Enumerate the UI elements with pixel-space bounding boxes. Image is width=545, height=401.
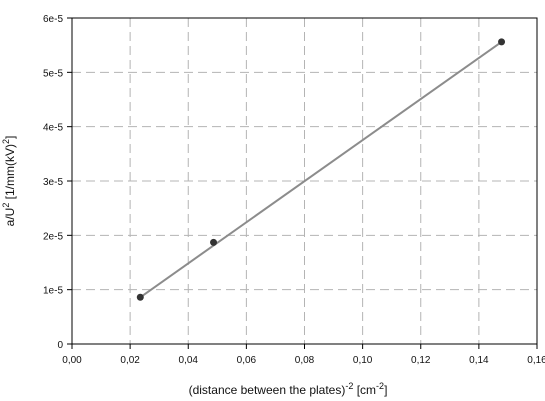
x-tick-label: 0,12: [411, 355, 431, 366]
x-tick-label: 0,06: [237, 355, 257, 366]
y-tick-label: 3e-5: [43, 177, 63, 188]
x-axis: 0,00 0,02 0,04 0,06 0,08 0,10 0,12 0,14 0,16: [62, 344, 545, 366]
y-tick-label: 4e-5: [43, 123, 63, 134]
x-tick-label: 0,16: [527, 355, 545, 366]
y-tick-label: 1e-5: [43, 286, 63, 297]
fit-line: [139, 41, 503, 299]
y-axis: 0 1e-5 2e-5 3e-5 4e-5 5e-5 6e-5: [43, 14, 72, 351]
x-axis-title: (distance between the plates)-2 [cm-2]: [189, 381, 388, 397]
x-tick-label: 0,00: [62, 355, 82, 366]
data-point: [498, 38, 506, 46]
data-point: [136, 293, 144, 301]
data-point: [210, 238, 218, 246]
x-tick-label: 0,14: [469, 355, 489, 366]
y-tick-label: 6e-5: [43, 14, 63, 25]
y-tick-label: 0: [57, 340, 63, 351]
x-tick-label: 0,08: [295, 355, 315, 366]
x-tick-label: 0,02: [120, 355, 140, 366]
x-tick-label: 0,04: [179, 355, 199, 366]
y-tick-label: 5e-5: [43, 68, 63, 79]
y-axis-title: a/U2 [1/mm(kV)2]: [1, 136, 17, 227]
y-tick-label: 2e-5: [43, 231, 63, 242]
data-points: [136, 38, 506, 301]
x-tick-label: 0,10: [353, 355, 373, 366]
